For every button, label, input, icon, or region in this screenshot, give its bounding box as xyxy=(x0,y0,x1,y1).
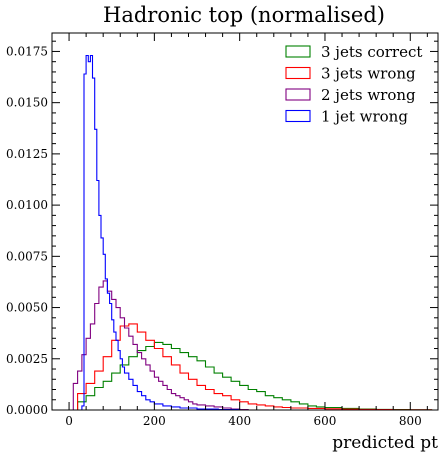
y-tick-label: 0.0000 xyxy=(6,403,48,417)
axes-frame xyxy=(51,32,439,411)
legend-label: 2 jets wrong xyxy=(321,86,416,104)
chart-title: Hadronic top (normalised) xyxy=(103,3,385,27)
series-line-1 xyxy=(69,341,433,411)
series-line-3 xyxy=(69,280,249,411)
y-tick-label: 0.0075 xyxy=(6,249,48,263)
legend-swatch xyxy=(285,109,311,123)
x-tick-label: 200 xyxy=(143,414,166,428)
legend-label: 1 jet wrong xyxy=(321,108,408,126)
y-tick-label: 0.0125 xyxy=(6,147,48,161)
y-tick-label: 0.0175 xyxy=(6,44,48,58)
x-tick-label: 0 xyxy=(65,414,73,428)
series-line-4 xyxy=(69,54,241,411)
legend-swatch xyxy=(285,66,311,80)
x-tick-label: 400 xyxy=(228,414,251,428)
y-tick-label: 0.0050 xyxy=(6,301,48,315)
y-tick-label: 0.0025 xyxy=(6,352,48,366)
legend-swatch xyxy=(285,88,311,101)
x-tick-label: 600 xyxy=(314,414,337,428)
legend-label: 3 jets wrong xyxy=(321,65,416,83)
y-tick-label: 0.0100 xyxy=(6,198,48,212)
legend-swatch xyxy=(285,45,311,58)
legend-label: 3 jets correct xyxy=(321,43,422,61)
x-tick-label: 800 xyxy=(399,414,422,428)
x-axis-label: predicted pt xyxy=(332,433,438,453)
plot-area: 0 200 400 600 800 0.0000 0.0025 0.0050 0.0075 0.0… xyxy=(6,32,439,428)
y-tick-label: 0.0150 xyxy=(6,96,48,110)
